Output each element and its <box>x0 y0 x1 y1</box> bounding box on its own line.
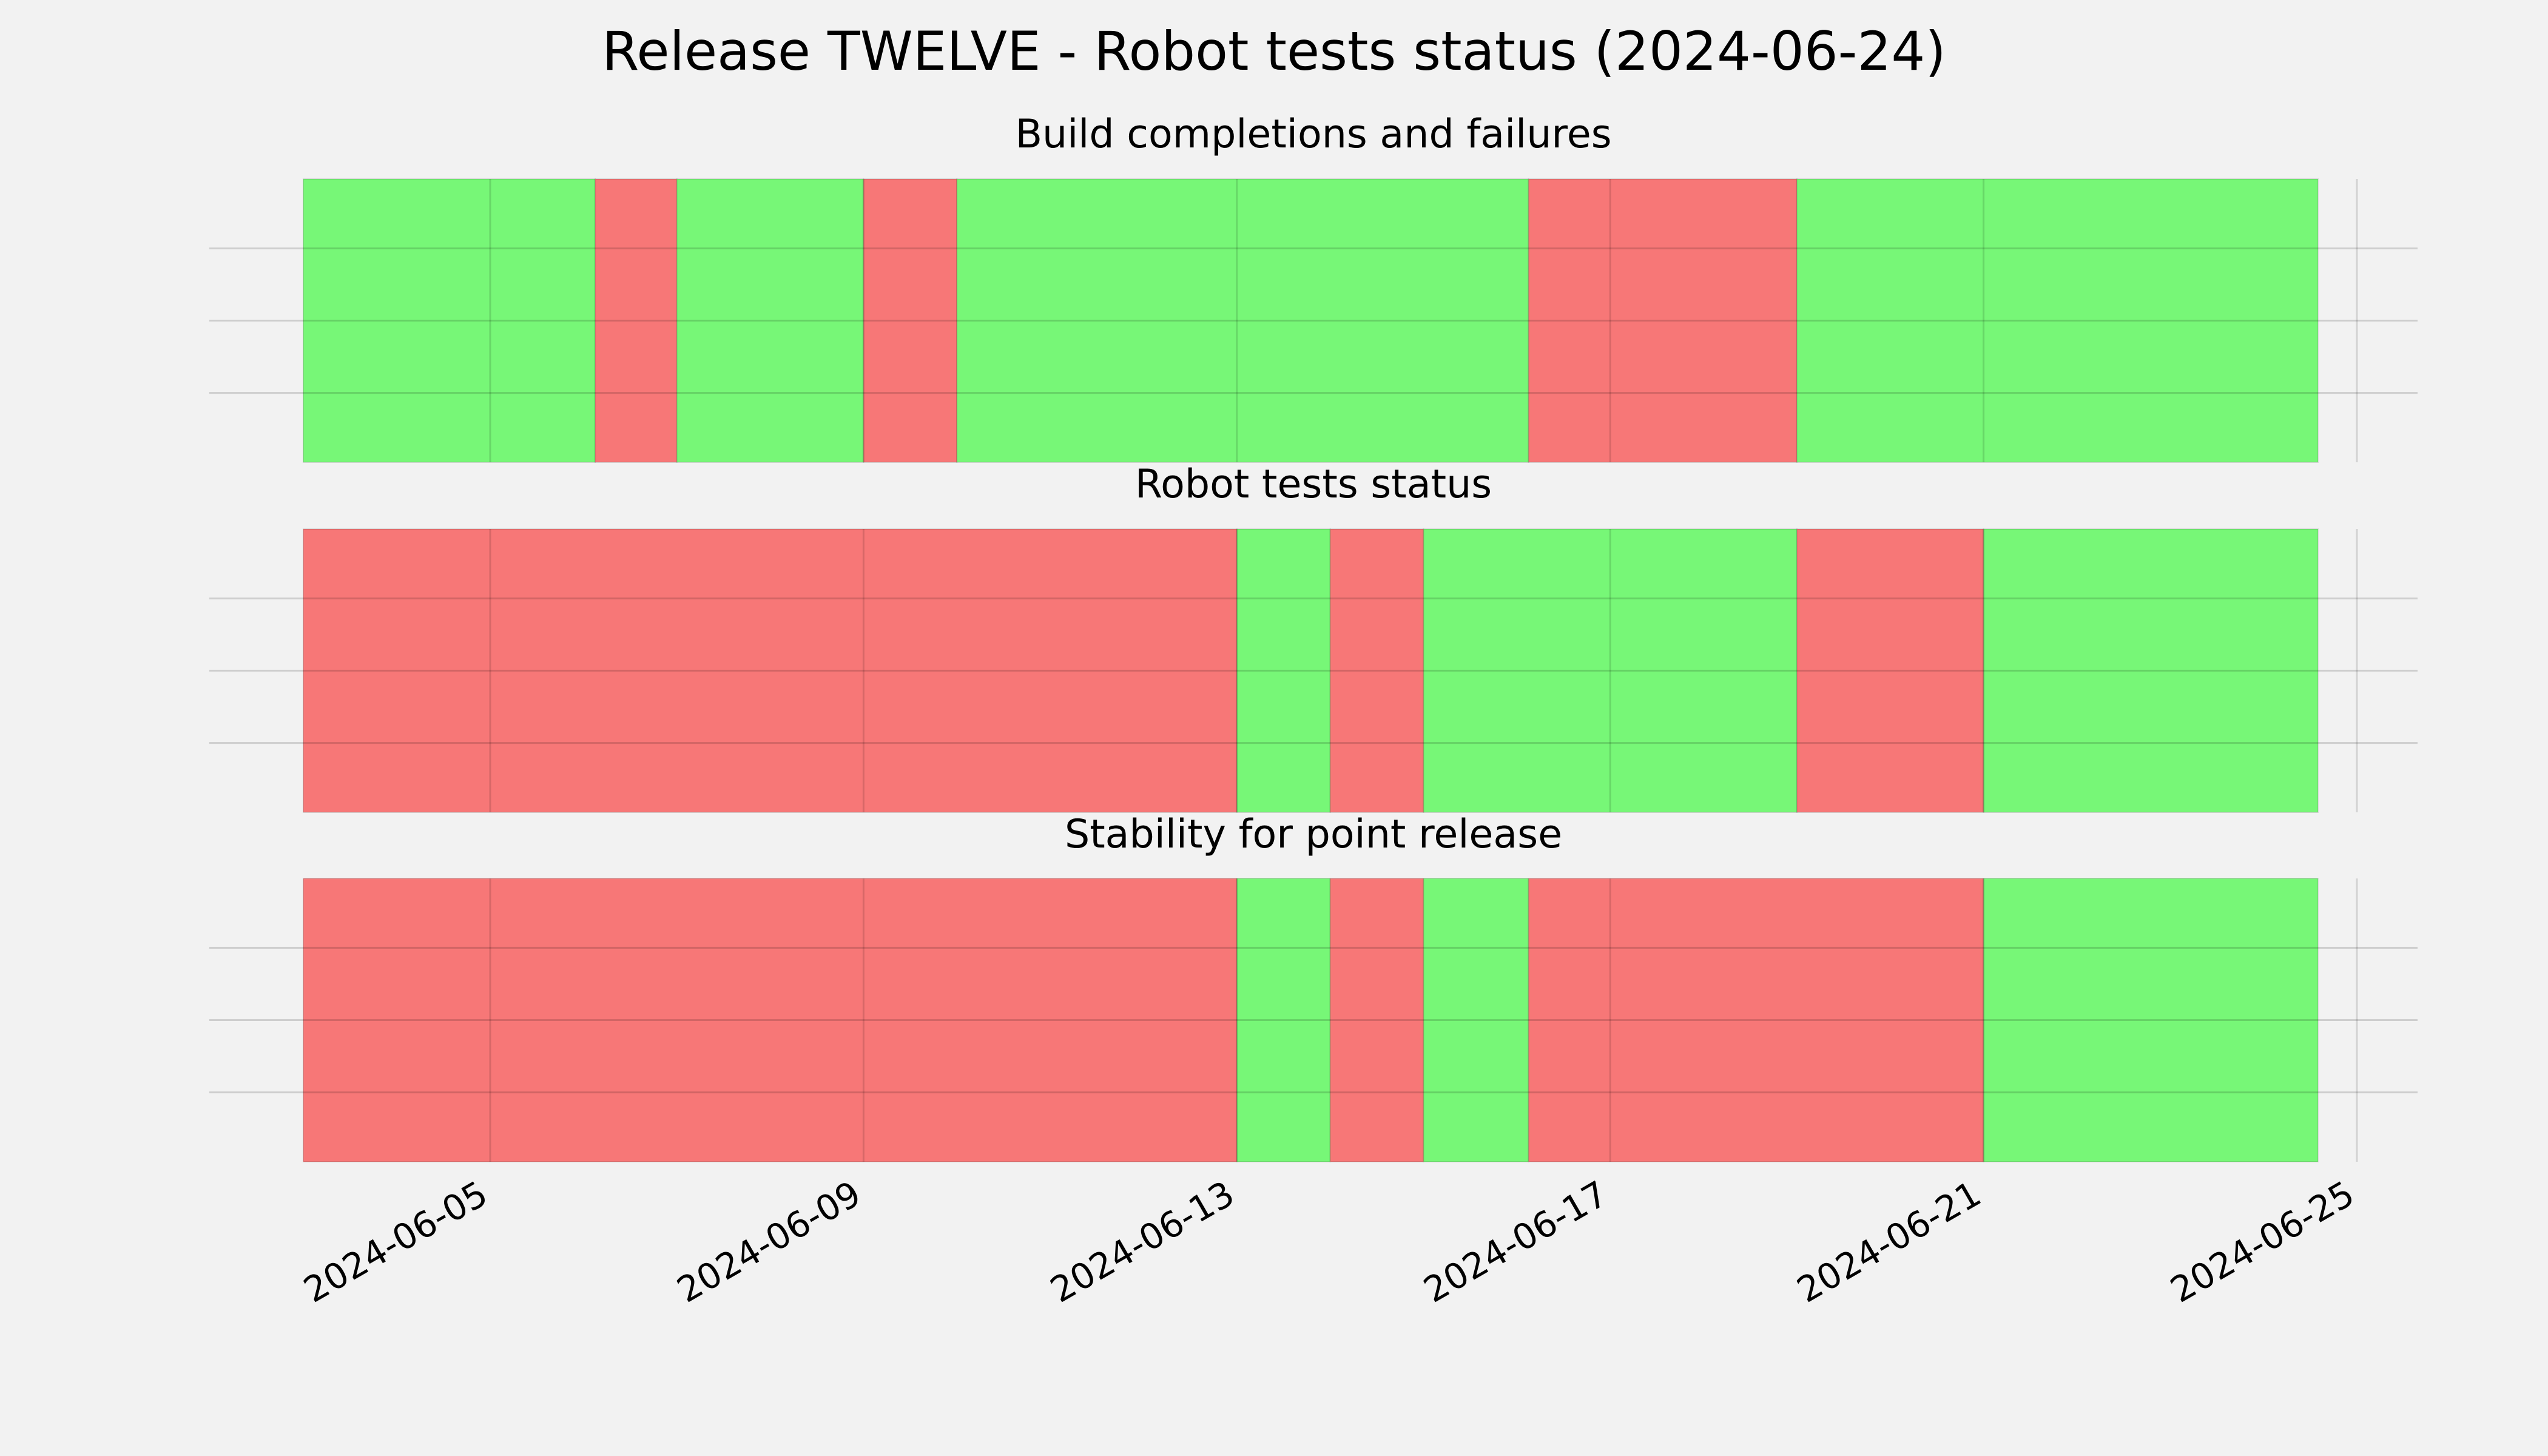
panel-title: Build completions and failures <box>1015 112 1611 157</box>
chart-panels: Build completions and failures Robot test… <box>209 112 2418 1162</box>
chart-title: Release TWELVE - Robot tests status (202… <box>602 20 1946 83</box>
panel-title: Robot tests status <box>1135 462 1492 507</box>
panel-title: Stability for point release <box>1065 812 1562 857</box>
